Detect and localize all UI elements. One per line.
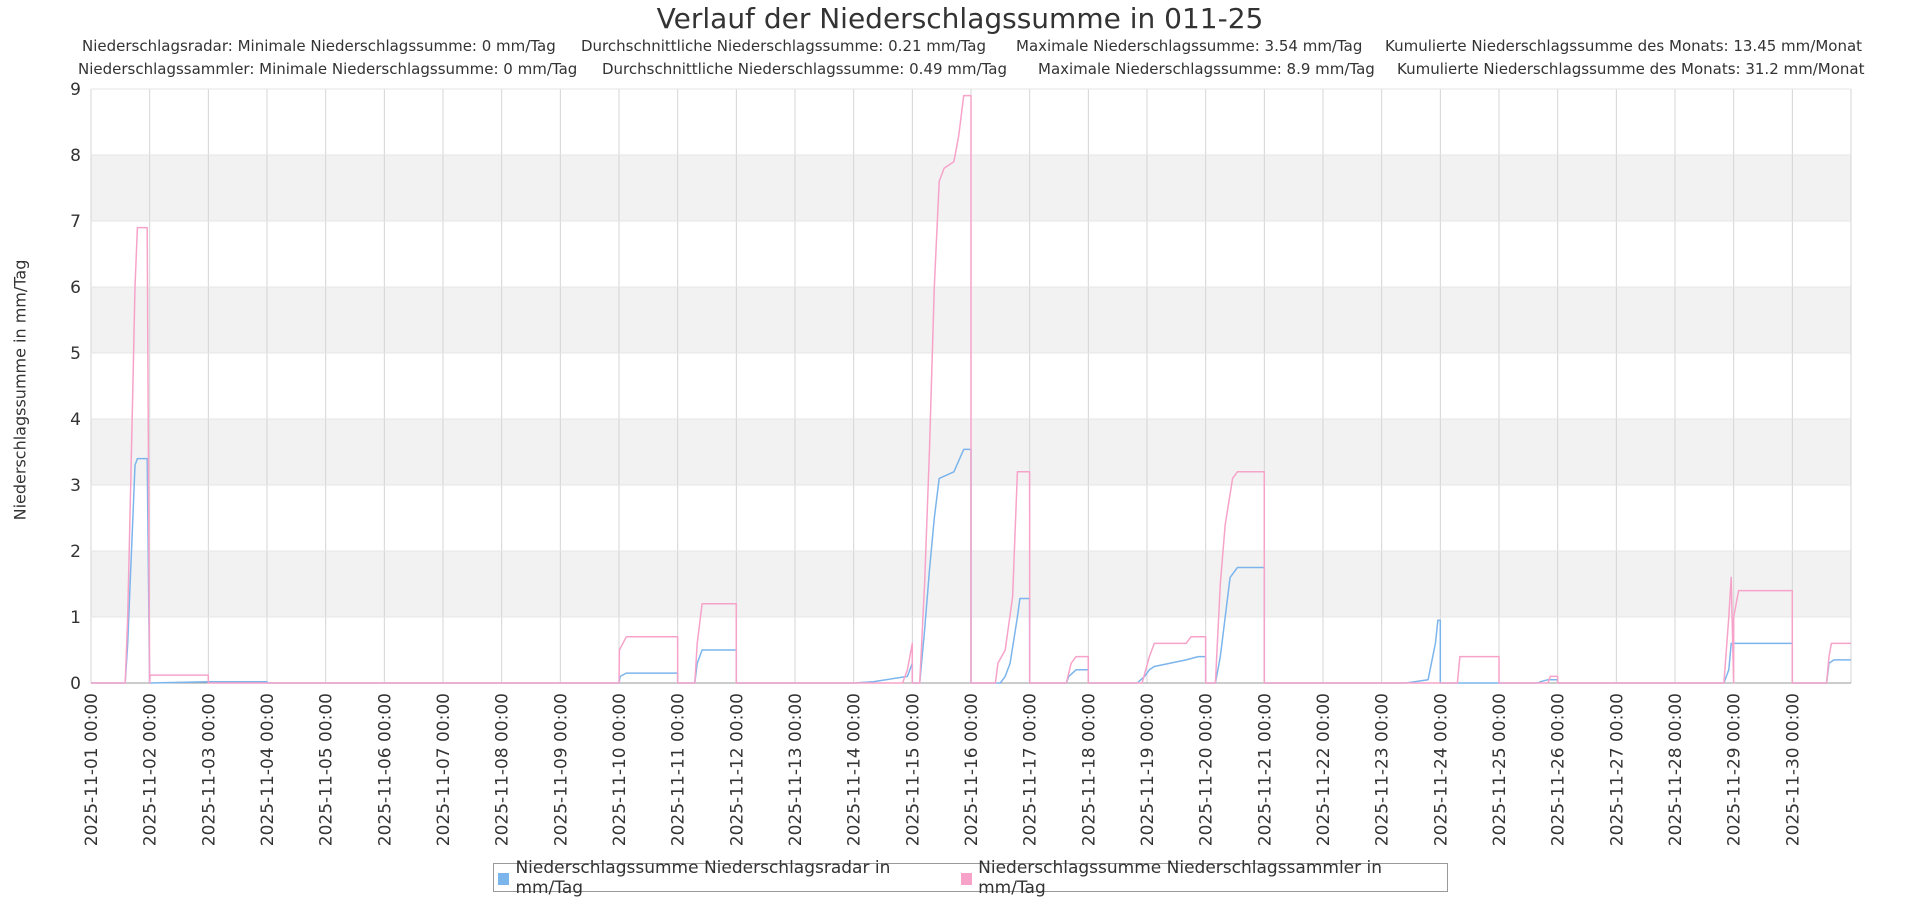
subtitle-radar-max: Maximale Niederschlagssumme: 3.54 mm/Tag — [1016, 37, 1363, 55]
x-tick-label: 2025-11-23 00:00 — [1373, 693, 1393, 846]
x-tick-label: 2025-11-24 00:00 — [1431, 693, 1451, 846]
x-tick-label: 2025-11-13 00:00 — [786, 693, 806, 846]
x-tick-label: 2025-11-04 00:00 — [258, 693, 278, 846]
x-tick-label: 2025-11-09 00:00 — [551, 693, 571, 846]
x-tick-label: 2025-11-01 00:00 — [82, 693, 102, 846]
legend-label-radar: Niederschlagssumme Niederschlagsradar in… — [515, 857, 891, 898]
subtitle-radar-min: Niederschlagsradar: Minimale Niederschla… — [82, 37, 556, 55]
x-tick-label: 2025-11-03 00:00 — [199, 693, 219, 846]
y-tick-label: 3 — [70, 476, 81, 496]
x-tick-label: 2025-11-15 00:00 — [903, 693, 923, 846]
x-tick-label: 2025-11-28 00:00 — [1666, 693, 1686, 846]
y-tick-label: 9 — [70, 80, 81, 100]
series-line-sammler — [91, 94, 1851, 684]
x-tick-label: 2025-11-18 00:00 — [1079, 693, 1099, 846]
x-tick-label: 2025-11-20 00:00 — [1197, 693, 1217, 846]
x-tick-label: 2025-11-27 00:00 — [1607, 693, 1627, 846]
y-tick-label: 0 — [70, 674, 81, 694]
legend[interactable]: Niederschlagssumme Niederschlagsradar in… — [493, 858, 1448, 898]
y-tick-label: 2 — [70, 542, 81, 562]
x-tick-label: 2025-11-26 00:00 — [1549, 693, 1569, 846]
x-tick-label: 2025-11-05 00:00 — [317, 693, 337, 846]
subtitle-radar-cum: Kumulierte Niederschlagssumme des Monats… — [1385, 37, 1863, 55]
x-tick-label: 2025-11-12 00:00 — [727, 693, 747, 846]
x-tick-label: 2025-11-22 00:00 — [1314, 693, 1334, 846]
x-tick-label: 2025-11-07 00:00 — [434, 693, 454, 846]
x-tick-label: 2025-11-21 00:00 — [1255, 693, 1275, 846]
legend-swatch-sammler — [960, 873, 973, 885]
x-tick-label: 2025-11-02 00:00 — [141, 693, 161, 846]
x-tick-label: 2025-11-16 00:00 — [962, 693, 982, 846]
legend-item-radar[interactable]: Niederschlagssumme Niederschlagsradar in… — [498, 858, 943, 898]
legend-swatch-radar — [498, 873, 510, 885]
y-tick-label: 1 — [70, 608, 81, 628]
x-tick-label: 2025-11-19 00:00 — [1138, 693, 1158, 846]
x-tick-label: 2025-11-08 00:00 — [493, 693, 513, 846]
y-tick-label: 8 — [70, 146, 81, 166]
x-tick-label: 2025-11-30 00:00 — [1783, 693, 1803, 846]
y-tick-label: 4 — [70, 410, 81, 430]
legend-label-sammler: Niederschlagssumme Niederschlagssammler … — [978, 857, 1383, 898]
x-tick-label: 2025-11-11 00:00 — [669, 693, 689, 846]
x-tick-label: 2025-11-10 00:00 — [610, 693, 630, 846]
subtitle-sammler-max: Maximale Niederschlagssumme: 8.9 mm/Tag — [1038, 60, 1375, 78]
subtitle-radar-avg: Durchschnittliche Niederschlagssumme: 0.… — [581, 37, 986, 55]
x-tick-label: 2025-11-06 00:00 — [375, 693, 395, 846]
x-tick-label: 2025-11-29 00:00 — [1725, 693, 1745, 846]
x-tick-label: 2025-11-25 00:00 — [1490, 693, 1510, 846]
x-tick-label: 2025-11-14 00:00 — [845, 693, 865, 846]
chart-title: Verlauf der Niederschlagssumme in 011-25 — [656, 2, 1264, 35]
x-tick-label: 2025-11-17 00:00 — [1021, 693, 1041, 846]
subtitle-sammler-min: Niederschlagssammler: Minimale Niedersch… — [78, 60, 578, 78]
y-tick-label: 5 — [70, 344, 81, 364]
subtitle-sammler-cum: Kumulierte Niederschlagssumme des Monats… — [1397, 60, 1865, 78]
y-tick-label: 7 — [70, 212, 81, 232]
legend-item-sammler[interactable]: Niederschlagssumme Niederschlagssammler … — [960, 857, 1433, 898]
y-tick-label: 6 — [70, 278, 81, 298]
subtitle-sammler-avg: Durchschnittliche Niederschlagssumme: 0.… — [602, 60, 1007, 78]
